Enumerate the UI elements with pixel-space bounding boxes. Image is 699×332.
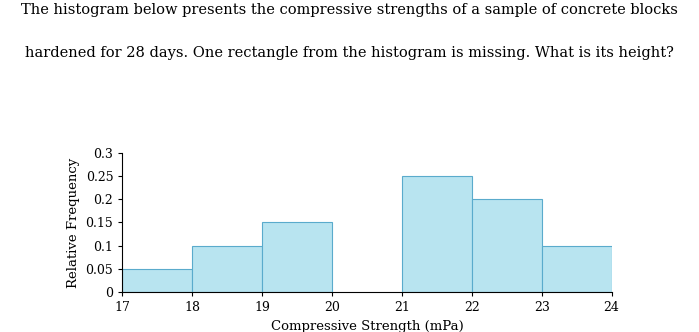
Y-axis label: Relative Frequency: Relative Frequency: [67, 157, 80, 288]
Bar: [472, 199, 542, 292]
Bar: [542, 246, 612, 292]
Text: The histogram below presents the compressive strengths of a sample of concrete b: The histogram below presents the compres…: [21, 3, 678, 17]
Bar: [262, 222, 332, 292]
Text: hardened for 28 days. One rectangle from the histogram is missing. What is its h: hardened for 28 days. One rectangle from…: [25, 46, 674, 60]
Bar: [192, 246, 262, 292]
X-axis label: Compressive Strength (mPa): Compressive Strength (mPa): [271, 320, 463, 332]
Bar: [122, 269, 192, 292]
Bar: [402, 176, 472, 292]
